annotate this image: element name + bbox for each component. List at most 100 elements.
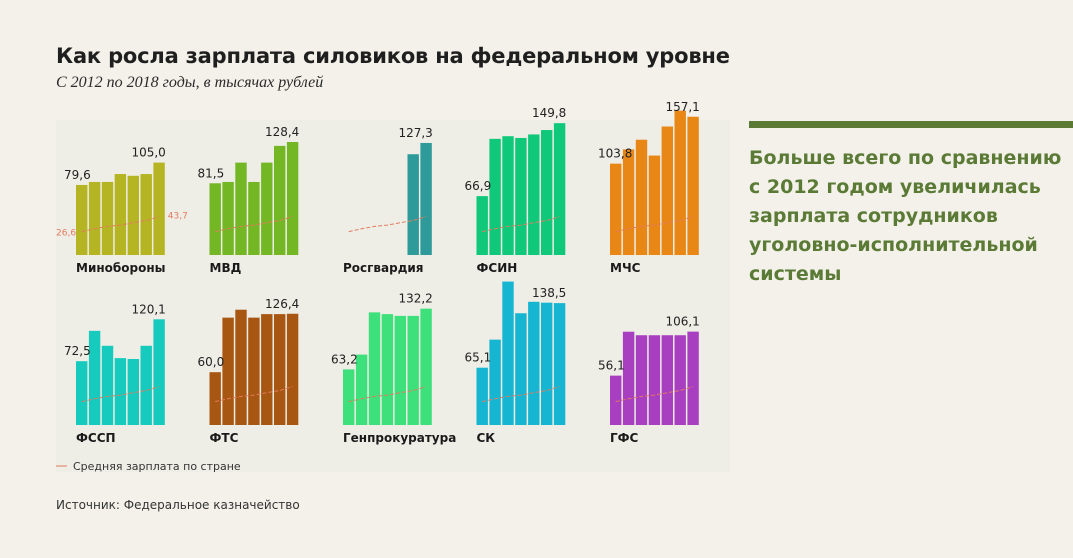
panel-7-bar-2015 [248,317,260,425]
panel-10-average-line [615,386,694,403]
panel-10-bar-2018 [687,331,699,425]
panel-5-first-label: 103,8 [598,147,632,161]
panel-1-first-label: 79,6 [64,168,91,182]
panel-9-bar-2018 [553,303,566,425]
panel-9-last-label: 138,5 [532,286,566,300]
panel-5-average-line [615,216,694,233]
panel-5-bar-2013 [622,149,635,255]
panel-7-name: ФТС [210,431,239,445]
panel-8-bar-2013 [355,354,368,425]
panel-6-bar-2012 [76,361,88,425]
panel-8-bar-2016 [394,315,406,425]
panel-2-bar-2017 [274,145,286,255]
panel-6-name: ФССП [76,431,116,445]
panel-1-bar-2016 [127,175,139,255]
panel-8-average-line [348,386,427,403]
panel-8-first-label: 63,2 [331,352,358,366]
panel-10-bar-2012 [610,375,622,425]
panel-3-last-label: 127,3 [398,126,432,140]
panel-5-bar-2016 [661,126,673,256]
panel-1-bar-2018 [153,162,165,255]
panel-2-last-label: 128,4 [265,125,299,139]
panel-10-bar-2013 [622,331,635,425]
panel-9-bar-2017 [541,302,553,425]
panel-4-average-line [482,216,560,233]
panel-6-bar-2013 [88,330,101,425]
panel-1-average-line [81,216,160,233]
panel-10-bar-2017 [674,335,686,425]
average-start-label: 26,6 [56,229,76,239]
panel-3-bar-2018 [420,142,432,255]
panel-2-bar-2016 [261,162,273,255]
panel-1-bar-2017 [140,174,152,255]
panel-5-bar-2017 [674,110,686,256]
chart-subtitle: С 2012 по 2018 годы, в тысячах рублей [56,74,324,91]
callout-accent-bar [749,121,1073,128]
panel-9-name: СК [477,431,496,445]
panel-6-average-line [81,386,160,403]
panel-1-bar-2012 [76,184,88,255]
panel-10-bar-2014 [635,335,648,425]
panel-6-bar-2016 [127,359,139,425]
panel-3-name: Росгвардия [343,261,424,275]
panel-4-bar-2013 [489,138,501,255]
panel-5-name: МЧС [610,261,641,275]
panel-10-bar-2016 [661,335,673,425]
panel-9-bar-2015 [515,313,527,425]
panel-10-last-label: 106,1 [665,315,699,329]
panel-5-bar-2015 [648,155,661,255]
panel-6-bar-2018 [153,319,165,425]
panel-6-bar-2017 [140,345,152,425]
panel-10-first-label: 56,1 [598,359,625,373]
panel-6-first-label: 72,5 [64,344,91,358]
panel-9-bar-2014 [502,281,514,425]
panel-5-bar-2012 [610,163,622,255]
panel-3-average-line [348,216,427,233]
panel-2-first-label: 81,5 [198,166,225,180]
average-end-label: 43,7 [168,212,188,222]
panel-7-bar-2018 [286,313,299,425]
panel-10-name: ГФС [610,431,639,445]
panel-2-bar-2014 [235,162,247,255]
panel-2-name: МВД [210,261,242,275]
panel-7-bar-2012 [209,372,221,425]
panel-7-bar-2016 [261,314,273,425]
panel-4-bar-2017 [541,130,553,255]
panel-9-bar-2012 [476,367,488,425]
panel-6-bar-2014 [101,345,114,425]
panel-4-bar-2018 [553,123,566,256]
legend-average-label: Средняя зарплата по стране [73,460,241,473]
panel-8-bar-2017 [407,315,419,425]
panel-4-bar-2015 [515,137,527,255]
panel-7-bar-2017 [274,314,286,425]
panel-7-average-line [215,386,293,403]
panel-4-name: ФСИН [477,261,518,275]
panel-1-bar-2013 [88,181,101,255]
panel-4-bar-2016 [528,134,540,255]
panel-5-bar-2014 [635,139,648,255]
panel-6-bar-2015 [114,358,127,425]
panel-4-bar-2012 [476,196,488,255]
panel-7-first-label: 60,0 [198,355,225,369]
panel-3-bar-2017 [407,154,419,255]
panel-7-bar-2013 [222,317,234,425]
panel-9-first-label: 65,1 [465,351,492,365]
panel-10-bar-2015 [648,335,661,425]
panel-4-bar-2014 [502,136,514,255]
panel-8-bar-2015 [381,314,394,425]
panel-4-first-label: 66,9 [465,179,492,193]
panel-8-bar-2012 [343,369,355,425]
panel-8-bar-2014 [368,312,381,425]
panel-6-last-label: 120,1 [131,302,165,316]
panel-1-name: Минобороны [76,261,165,275]
panel-8-bar-2018 [420,308,432,425]
panel-1-bar-2014 [101,181,114,255]
chart-title: Как росла зарплата силовиков на федераль… [56,44,730,68]
panel-7-bar-2014 [235,309,247,425]
panel-7-last-label: 126,4 [265,297,299,311]
panel-5-last-label: 157,1 [665,100,699,114]
panel-9-bar-2016 [528,301,540,425]
callout-text: Больше всего по сравнению с 2012 годом у… [749,147,1062,285]
panel-9-average-line [482,386,560,403]
